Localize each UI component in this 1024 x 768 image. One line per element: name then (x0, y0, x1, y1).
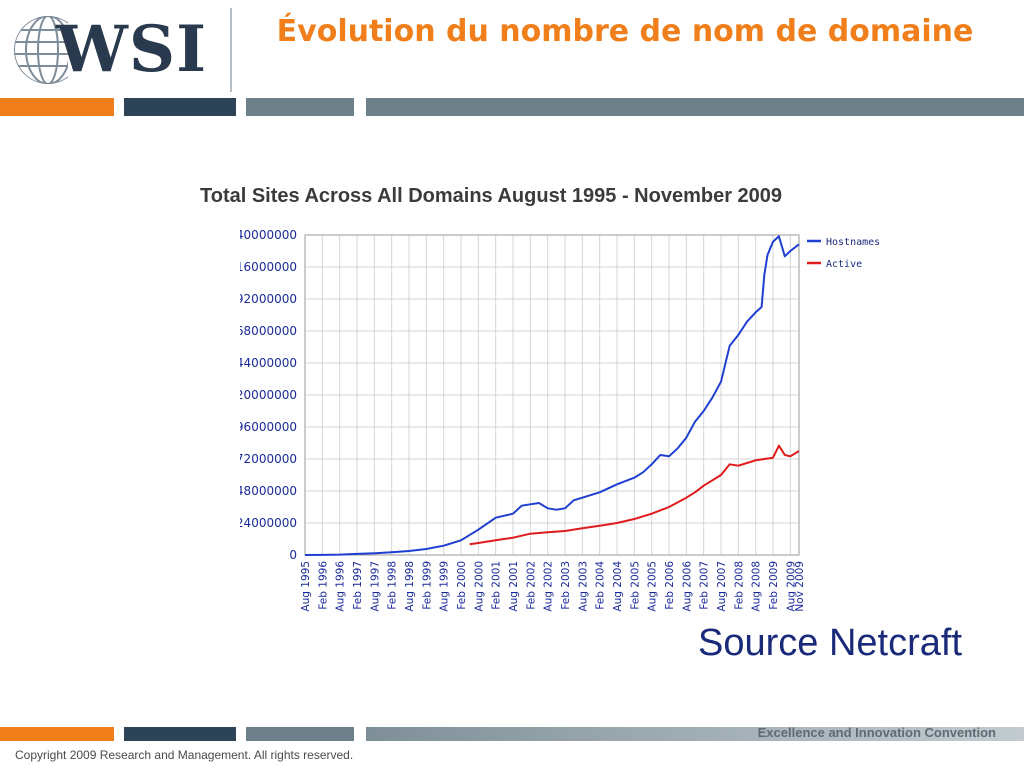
x-tick-label: Aug 1997 (369, 561, 381, 612)
y-tick-label: 96000000 (240, 420, 297, 434)
legend-label: Hostnames (826, 237, 880, 248)
y-tick-label: 192000000 (240, 292, 297, 306)
globe-icon (14, 16, 68, 84)
x-tick-label: Aug 2003 (577, 561, 589, 612)
y-tick-label: 168000000 (240, 324, 297, 338)
x-tick-label: Aug 2009 (785, 561, 797, 612)
convention-tagline: Excellence and Innovation Convention (757, 725, 996, 740)
footer-stripe-slate-short (246, 727, 354, 741)
y-tick-label: 216000000 (240, 260, 297, 274)
x-tick-label: Feb 1998 (387, 561, 399, 610)
x-tick-label: Feb 2005 (629, 561, 641, 610)
wsi-logo: WSI (8, 6, 230, 94)
x-tick-label: Feb 1996 (317, 561, 329, 610)
y-tick-label: 120000000 (240, 388, 297, 402)
header-stripe-slate-short (246, 98, 354, 116)
plot-border (304, 234, 800, 556)
header-stripe-slate-long (366, 98, 1024, 116)
x-tick-label: Aug 2001 (508, 561, 520, 612)
x-tick-label: Aug 2000 (473, 561, 485, 612)
y-tick-label: 0 (289, 548, 297, 562)
x-tick-label: Feb 2004 (595, 561, 607, 610)
x-tick-label: Feb 2006 (664, 561, 676, 610)
y-tick-label: 72000000 (240, 452, 297, 466)
x-tick-label: Aug 2007 (716, 561, 728, 612)
chart-title: Total Sites Across All Domains August 19… (200, 185, 783, 207)
logo-text: WSI (56, 12, 208, 87)
x-tick-label: Aug 2006 (681, 561, 693, 612)
series-line-active (469, 444, 800, 546)
header-stripe-navy (124, 98, 236, 116)
slide-title: Évolution du nombre de nom de domaine (276, 14, 974, 49)
footer-stripe-navy (124, 727, 236, 741)
y-tick-label: 144000000 (240, 356, 297, 370)
x-tick-label: Feb 2007 (699, 561, 711, 610)
footer-stripe-orange (0, 727, 114, 741)
x-tick-label: Aug 2002 (543, 561, 555, 612)
x-tick-label: Feb 2009 (768, 561, 780, 610)
x-tick-label: Aug 1996 (335, 561, 347, 612)
x-tick-label: Nov 2009 (794, 561, 806, 612)
y-tick-label: 48000000 (240, 484, 297, 498)
legend-label: Active (826, 259, 862, 270)
source-caption: Source Netcraft (698, 622, 962, 664)
series-line-hostnames (304, 235, 800, 556)
x-tick-label: Feb 2008 (733, 561, 745, 610)
logo-divider (230, 8, 232, 92)
x-tick-label: Feb 2000 (456, 561, 468, 610)
x-tick-label: Aug 1999 (439, 561, 451, 612)
y-tick-label: 240000000 (240, 228, 297, 242)
x-tick-label: Aug 1995 (300, 561, 312, 612)
y-tick-label: 24000000 (240, 516, 297, 530)
x-tick-label: Aug 2004 (612, 561, 624, 612)
x-tick-label: Feb 2002 (525, 561, 537, 610)
x-tick-label: Aug 1998 (404, 561, 416, 612)
hosts-line-chart: 0 24000000 48000000 72000000 96000000 1200000… (240, 228, 880, 612)
x-tick-label: Feb 2001 (491, 561, 503, 610)
x-tick-label: Aug 2008 (751, 561, 763, 612)
x-tick-label: Feb 1999 (421, 561, 433, 610)
copyright-text: Copyright 2009 Research and Management. … (15, 748, 354, 762)
x-tick-label: Aug 2005 (647, 561, 659, 612)
footer-stripe-slate-long (366, 727, 1024, 741)
header-stripe-orange (0, 98, 114, 116)
x-tick-label: Feb 2003 (560, 561, 572, 610)
x-tick-label: Feb 1997 (352, 561, 364, 610)
